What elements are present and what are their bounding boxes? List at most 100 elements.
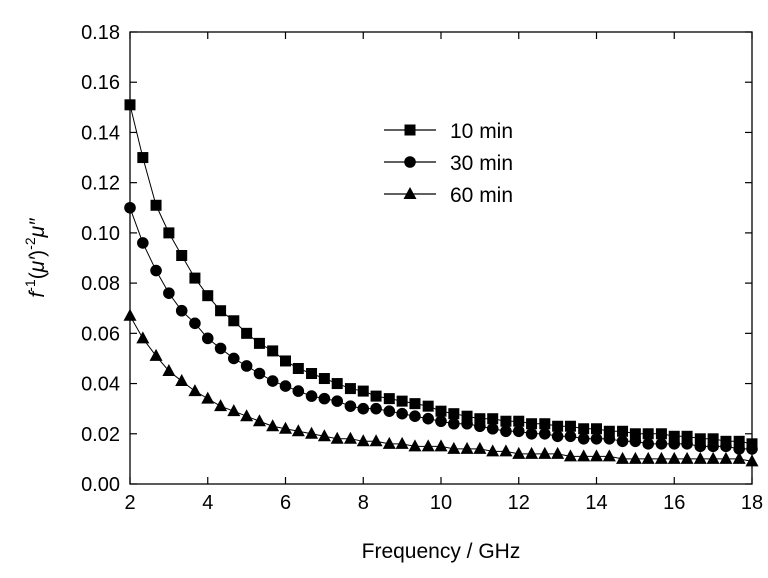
data-point	[370, 402, 382, 415]
data-point	[448, 417, 460, 430]
data-point	[240, 360, 253, 372]
x-tick-label: 10	[430, 492, 452, 514]
y-tick-label: 0.04	[81, 374, 120, 396]
data-point	[162, 364, 176, 376]
data-point	[602, 449, 616, 462]
data-point	[252, 414, 266, 427]
legend-item: 10 min	[384, 120, 513, 143]
data-point	[746, 443, 758, 455]
data-point	[137, 152, 149, 164]
data-point	[267, 345, 279, 357]
data-point	[745, 454, 759, 467]
data-point	[176, 249, 188, 261]
y-tick-label: 0.02	[81, 424, 120, 446]
data-point	[616, 451, 630, 464]
data-point	[422, 412, 434, 425]
legend-label: 60 min	[450, 184, 513, 207]
data-point	[681, 438, 693, 450]
data-point	[149, 348, 163, 361]
data-point	[409, 410, 421, 423]
data-point	[552, 420, 564, 432]
y-axis: 0.00 0.02 0.04 0.06 0.08 0.10 0.12 0.14 0.16 0.18	[81, 22, 752, 496]
data-point	[486, 444, 500, 457]
data-point	[499, 444, 513, 457]
data-point	[525, 446, 539, 459]
data-point	[382, 436, 396, 449]
data-point	[409, 398, 421, 410]
data-point	[175, 374, 189, 387]
y-tick-label: 0.12	[81, 173, 120, 195]
data-point	[681, 430, 693, 442]
data-point	[344, 383, 356, 395]
y-tick-label: 0.08	[81, 273, 120, 295]
data-point	[214, 342, 227, 355]
series-triangle	[123, 308, 759, 467]
data-point	[591, 423, 602, 435]
data-point	[395, 436, 409, 449]
data-point	[732, 451, 746, 464]
data-point	[215, 305, 227, 317]
data-point	[163, 227, 175, 239]
data-point	[617, 425, 629, 437]
y-tick-label: 0.14	[81, 122, 120, 144]
legend-item: 30 min	[384, 152, 513, 175]
data-point	[318, 373, 330, 385]
data-point	[137, 237, 149, 249]
x-tick-label: 18	[741, 492, 763, 514]
data-point	[228, 315, 240, 327]
data-point	[680, 451, 694, 464]
data-point	[396, 395, 408, 407]
data-point	[292, 385, 305, 397]
series-line	[129, 104, 753, 445]
data-point	[642, 438, 655, 450]
x-tick-label: 12	[508, 492, 530, 514]
data-point	[201, 391, 215, 404]
y-tick-label: 0.06	[81, 323, 120, 345]
x-tick-label: 4	[202, 492, 213, 514]
data-point	[473, 441, 487, 454]
data-point	[461, 410, 473, 422]
data-point	[538, 446, 552, 459]
data-point	[434, 439, 448, 452]
data-point	[694, 433, 706, 445]
data-point	[513, 415, 525, 427]
data-point	[343, 431, 357, 444]
data-point	[357, 402, 370, 415]
x-axis-title: Frequency / GHz	[362, 540, 521, 563]
data-point	[539, 418, 551, 430]
data-point	[279, 421, 292, 434]
data-point	[628, 451, 642, 464]
data-point	[344, 400, 357, 412]
data-point	[279, 380, 292, 392]
data-point	[500, 425, 512, 438]
data-point	[564, 430, 577, 443]
data-point	[642, 428, 654, 440]
data-point	[590, 449, 603, 462]
y-tick-label: 0.18	[81, 22, 120, 44]
data-point	[124, 201, 136, 214]
data-point	[474, 413, 486, 425]
data-point	[577, 433, 590, 445]
data-point	[408, 439, 422, 452]
data-point	[538, 427, 551, 440]
x-tick-label: 6	[280, 492, 291, 514]
data-point	[330, 431, 344, 444]
data-point	[331, 395, 344, 407]
data-point	[189, 317, 201, 330]
legend-marker	[404, 156, 416, 168]
data-point	[578, 423, 590, 435]
data-point	[124, 99, 136, 111]
data-point	[240, 409, 254, 422]
data-point	[719, 451, 733, 464]
data-point	[227, 352, 240, 365]
data-point	[564, 420, 576, 432]
data-point	[461, 417, 473, 430]
x-tick-label: 14	[585, 492, 607, 514]
data-point	[474, 420, 486, 433]
legend-marker	[404, 124, 416, 136]
data-point	[357, 385, 369, 397]
data-point	[369, 434, 383, 447]
x-tick-label: 16	[663, 492, 685, 514]
data-point	[667, 451, 681, 464]
